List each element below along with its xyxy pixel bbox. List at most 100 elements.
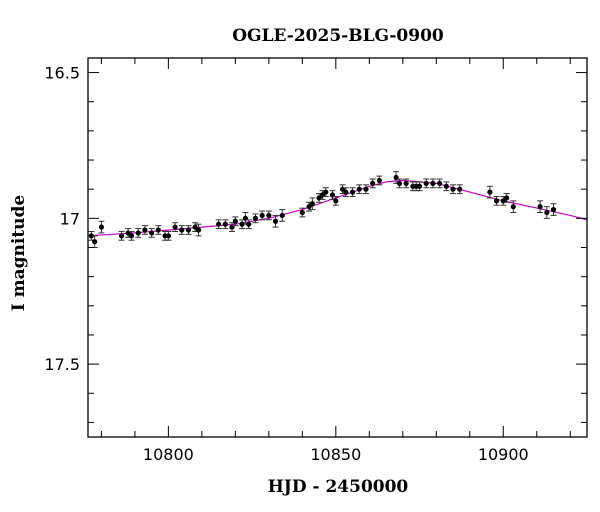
data-point [443, 181, 450, 192]
data-marker [266, 212, 272, 219]
data-marker [149, 230, 155, 236]
data-point [222, 219, 229, 230]
data-marker [135, 230, 141, 236]
data-point [98, 220, 105, 234]
data-point [148, 228, 155, 238]
data-marker [550, 207, 557, 213]
data-point [309, 197, 316, 211]
data-point [239, 219, 246, 230]
data-point [396, 178, 403, 189]
data-point [178, 225, 185, 235]
data-point [369, 178, 376, 189]
data-marker [537, 204, 543, 210]
data-point [342, 187, 349, 197]
data-point [135, 228, 142, 238]
x-axis-label: HJD - 2450000 [268, 477, 409, 497]
data-marker [252, 215, 259, 221]
y-tick-label: 17.5 [44, 355, 80, 374]
data-marker [142, 227, 148, 233]
data-point [322, 187, 329, 197]
data-point [537, 200, 544, 214]
data-marker [356, 186, 362, 192]
data-point [510, 200, 517, 214]
data-point [232, 216, 239, 227]
data-point [456, 184, 463, 195]
data-point [436, 178, 443, 189]
data-marker [155, 227, 161, 233]
data-point [172, 222, 179, 232]
data-point [185, 225, 192, 235]
data-point [252, 213, 259, 224]
x-tick-label: 10800 [143, 445, 194, 464]
data-marker [450, 186, 456, 192]
data-point [423, 178, 430, 189]
data-point [349, 187, 356, 197]
data-marker [179, 227, 185, 233]
data-point [259, 210, 266, 221]
data-marker [363, 186, 369, 192]
data-point [362, 184, 369, 195]
data-marker [333, 198, 339, 204]
data-marker [246, 221, 252, 227]
data-marker [416, 183, 423, 189]
data-marker [423, 180, 429, 186]
data-marker [403, 180, 409, 186]
data-marker [349, 189, 356, 195]
x-tick-label: 10850 [310, 445, 361, 464]
data-marker [396, 180, 403, 186]
data-point [450, 184, 457, 195]
data-marker [430, 180, 436, 186]
data-marker [504, 195, 510, 201]
data-marker [487, 189, 493, 195]
data-point [91, 235, 98, 248]
data-point [503, 193, 510, 203]
data-point [403, 178, 410, 189]
data-point [215, 219, 222, 230]
data-point [279, 209, 286, 222]
data-point [165, 230, 172, 241]
axis-ticks-layer: 10800 10850 10900 16.5 17 17.5 [44, 58, 587, 464]
data-marker [457, 186, 463, 192]
data-marker [192, 224, 198, 230]
data-point [429, 178, 436, 189]
data-marker [195, 227, 202, 233]
data-points-layer [88, 171, 557, 248]
data-point [543, 206, 550, 219]
data-point [356, 184, 363, 195]
data-marker [510, 204, 516, 210]
data-marker [185, 227, 192, 233]
data-marker [279, 212, 285, 219]
data-marker [128, 233, 135, 239]
plot-frame [87, 57, 588, 438]
data-marker [443, 183, 449, 189]
data-marker [88, 233, 94, 239]
data-marker [98, 224, 104, 230]
data-marker [216, 221, 222, 227]
data-point [486, 185, 493, 199]
data-marker [239, 221, 245, 227]
chart-title: OGLE-2025-BLG-0900 [232, 26, 444, 46]
data-point [128, 230, 135, 241]
data-marker [544, 209, 550, 216]
data-marker [165, 233, 171, 239]
data-marker [306, 204, 312, 210]
data-point [245, 219, 252, 230]
data-point [118, 230, 125, 241]
data-point [376, 175, 383, 186]
x-tick-label: 10900 [478, 445, 529, 464]
data-marker [259, 212, 265, 219]
data-point [550, 203, 557, 216]
data-point [88, 230, 95, 241]
data-marker [222, 221, 228, 227]
data-point [299, 207, 306, 218]
data-marker [92, 239, 98, 245]
data-point [265, 210, 272, 221]
y-tick-label: 17 [60, 209, 80, 228]
data-marker [299, 209, 305, 216]
data-marker [172, 224, 178, 230]
data-point [141, 225, 148, 235]
data-point [192, 222, 199, 232]
data-marker [118, 233, 125, 239]
data-marker [370, 180, 376, 186]
